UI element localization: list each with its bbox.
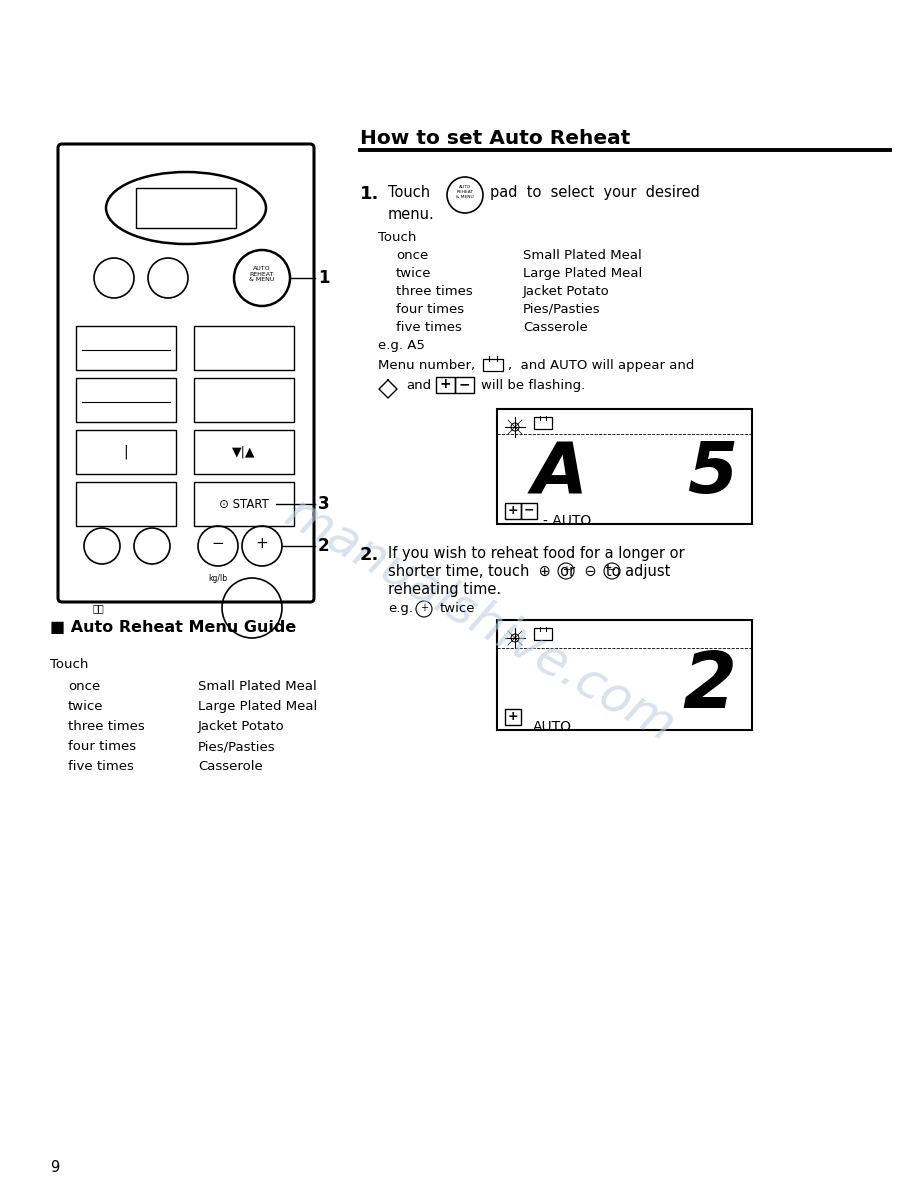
- Bar: [136, 188, 236, 228]
- Text: Touch: Touch: [378, 230, 417, 244]
- Text: AUTO: AUTO: [533, 720, 572, 734]
- Text: Pies/Pasties: Pies/Pasties: [198, 740, 275, 753]
- Text: e.g.: e.g.: [388, 602, 413, 615]
- Text: once: once: [68, 680, 100, 693]
- Text: 3: 3: [318, 495, 330, 513]
- Text: five times: five times: [68, 760, 134, 773]
- Text: Casserole: Casserole: [523, 321, 588, 334]
- Text: −: −: [608, 565, 616, 575]
- Text: reheating time.: reheating time.: [388, 582, 501, 598]
- Text: four times: four times: [396, 303, 465, 316]
- Bar: [521, 503, 537, 519]
- Bar: [76, 378, 176, 422]
- Text: pad  to  select  your  desired: pad to select your desired: [490, 185, 700, 200]
- Text: menu.: menu.: [388, 207, 435, 222]
- Text: |: |: [124, 444, 129, 460]
- Text: shorter time, touch  ⊕  or  ⊖  to adjust: shorter time, touch ⊕ or ⊖ to adjust: [388, 564, 670, 579]
- Text: 2: 2: [318, 537, 330, 555]
- Text: Menu number,: Menu number,: [378, 359, 476, 372]
- Bar: [455, 377, 474, 393]
- Text: ,  and AUTO will appear and: , and AUTO will appear and: [508, 359, 694, 372]
- Text: will be flashing.: will be flashing.: [481, 379, 586, 392]
- Bar: [436, 377, 455, 393]
- Text: Large Plated Meal: Large Plated Meal: [198, 700, 318, 713]
- Bar: [194, 326, 294, 369]
- Text: manualshive.com: manualshive.com: [276, 488, 683, 751]
- Text: AUTO
REHEAT
& MENU: AUTO REHEAT & MENU: [250, 266, 274, 283]
- Text: Casserole: Casserole: [198, 760, 263, 773]
- Text: A: A: [532, 440, 588, 508]
- Text: +: +: [439, 377, 451, 391]
- Bar: [505, 503, 521, 519]
- Text: −: −: [458, 377, 470, 391]
- Text: ■ Auto Reheat Menu Guide: ■ Auto Reheat Menu Guide: [50, 620, 297, 636]
- Text: and: and: [406, 379, 431, 392]
- Text: If you wish to reheat food for a longer or: If you wish to reheat food for a longer …: [388, 546, 685, 561]
- Text: twice: twice: [68, 700, 104, 713]
- Text: +: +: [508, 504, 519, 517]
- Text: ▼|▲: ▼|▲: [232, 446, 256, 459]
- Text: four times: four times: [68, 740, 136, 753]
- Ellipse shape: [106, 172, 266, 244]
- Bar: [497, 409, 752, 524]
- Text: three times: three times: [68, 720, 145, 733]
- Bar: [483, 359, 503, 371]
- Text: e.g. A5: e.g. A5: [378, 339, 425, 352]
- Bar: [76, 430, 176, 474]
- Text: +: +: [562, 565, 570, 575]
- Bar: [497, 620, 752, 729]
- Text: Jacket Potato: Jacket Potato: [523, 285, 610, 298]
- Bar: [76, 482, 176, 526]
- Text: twice: twice: [396, 267, 431, 280]
- Text: Small Plated Meal: Small Plated Meal: [198, 680, 317, 693]
- FancyBboxPatch shape: [58, 144, 314, 602]
- Text: 2.: 2.: [360, 546, 379, 564]
- Bar: [505, 709, 521, 725]
- Text: kg/lb: kg/lb: [208, 574, 228, 583]
- Text: five times: five times: [396, 321, 462, 334]
- Text: How to set Auto Reheat: How to set Auto Reheat: [360, 129, 631, 148]
- Text: −: −: [212, 537, 224, 551]
- Bar: [194, 378, 294, 422]
- Text: Pies/Pasties: Pies/Pasties: [523, 303, 600, 316]
- Bar: [194, 430, 294, 474]
- Text: +: +: [420, 604, 428, 613]
- Text: Touch: Touch: [388, 185, 431, 200]
- Text: AUTO
REHEAT
& MENU: AUTO REHEAT & MENU: [456, 185, 474, 198]
- Text: −: −: [524, 504, 534, 517]
- Bar: [194, 482, 294, 526]
- Text: ⊙ START: ⊙ START: [219, 498, 269, 511]
- Bar: [76, 326, 176, 369]
- Text: three times: three times: [396, 285, 473, 298]
- Text: Touch: Touch: [50, 658, 88, 671]
- Text: +: +: [508, 709, 519, 722]
- Text: ⓈⒸ: ⓈⒸ: [92, 604, 104, 613]
- Text: 2: 2: [683, 647, 737, 723]
- Text: +: +: [255, 537, 268, 551]
- Text: - AUTO: - AUTO: [543, 514, 591, 527]
- Text: twice: twice: [440, 602, 476, 615]
- Text: Jacket Potato: Jacket Potato: [198, 720, 285, 733]
- Text: Small Plated Meal: Small Plated Meal: [523, 249, 642, 263]
- Text: 5: 5: [687, 440, 737, 508]
- Text: 1: 1: [318, 268, 330, 287]
- Text: 9: 9: [50, 1159, 60, 1175]
- Bar: [534, 628, 552, 640]
- Text: Large Plated Meal: Large Plated Meal: [523, 267, 643, 280]
- Bar: [534, 417, 552, 429]
- Text: once: once: [396, 249, 429, 263]
- Text: 1.: 1.: [360, 185, 379, 203]
